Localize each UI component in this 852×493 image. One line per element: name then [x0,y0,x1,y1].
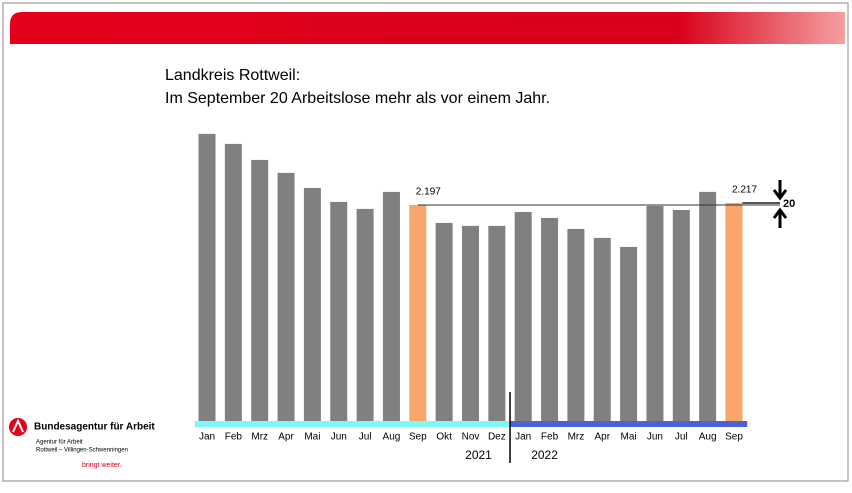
x-tick-label: Nov [462,432,480,443]
x-tick-label: Okt [436,432,452,443]
x-tick-label: Jan [199,432,215,443]
x-tick-label: Jul [675,432,688,443]
x-tick-label: Mai [621,432,637,443]
bar [620,246,638,421]
year-label: 2021 [465,448,492,462]
bar [435,222,453,421]
title-line: Landkreis Rottweil: [165,67,300,84]
x-tick-label: Dez [488,432,506,443]
bar [567,228,585,421]
bar [409,204,427,421]
logo-region: Rottweil – Villingen-Schwenningen [36,448,128,454]
x-tick-label: Mai [304,432,320,443]
value-label: 2.217 [732,185,757,196]
bar [646,205,664,421]
x-tick-label: Jun [647,432,663,443]
x-tick-label: Mrz [568,432,585,443]
value-label: 2.197 [416,187,441,198]
x-tick-label: Apr [594,432,610,443]
bar [330,201,348,421]
bar [541,217,559,421]
logo-slogan: bringt weiter. [82,462,122,469]
logo-name: Bundesagentur für Arbeit [34,422,155,433]
frame [2,2,849,482]
bar [514,211,532,421]
bar [224,143,242,421]
x-tick-label: Sep [409,432,427,443]
x-tick-label: Aug [383,432,401,443]
x-tick-label: Sep [725,432,743,443]
x-tick-label: Feb [541,432,559,443]
bar [462,225,479,421]
x-tick-label: Jun [331,432,347,443]
bar [725,202,743,421]
logo-icon-mark [12,418,24,433]
difference-label: 20 [783,198,795,210]
bar [382,191,400,421]
x-tick-label: Jul [359,432,372,443]
x-tick-label: Feb [225,432,243,443]
year-label: 2022 [531,448,558,462]
x-tick-label: Aug [699,432,717,443]
logo-agency: Agentur für Arbeit [36,440,83,446]
bar [251,159,269,422]
bar [303,187,321,421]
bar [672,209,690,421]
bar [198,133,216,421]
bar [488,225,506,421]
logo: Bundesagentur für Arbeit Agentur für Arb… [9,418,155,469]
header-band [10,12,845,44]
arrow [772,207,788,228]
x-tick-label: Apr [278,432,294,443]
title-line: Im September 20 Arbeitslose mehr als vor… [165,90,550,107]
x-tick-label: Jan [515,432,531,443]
year-strip [510,421,748,427]
bar [356,208,374,421]
bar [277,172,295,421]
bar [699,191,717,421]
arrow [772,180,788,201]
year-strip [194,421,511,427]
bar [593,237,611,421]
x-tick-label: Mrz [251,432,268,443]
